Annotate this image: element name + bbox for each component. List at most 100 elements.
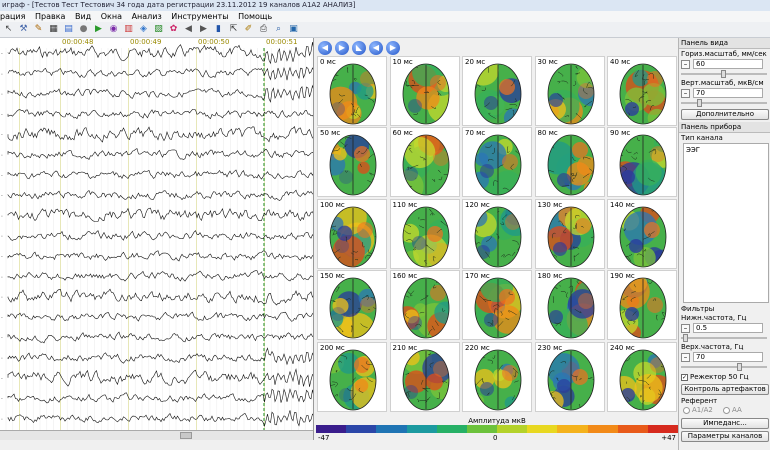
- lowfreq-spinner[interactable]: –0.5: [681, 323, 767, 333]
- more-button[interactable]: Дополнительно: [681, 109, 769, 120]
- ref-aa-radio[interactable]: AA: [723, 406, 742, 414]
- brain-map-16[interactable]: 160 мс: [389, 270, 460, 341]
- brain-map-6[interactable]: 60 мс: [389, 127, 460, 198]
- view-panel-header[interactable]: Панель вида: [679, 38, 770, 49]
- arrow-icon[interactable]: ↖: [4, 24, 13, 34]
- map-nav-button[interactable]: ▶: [386, 41, 400, 55]
- menu-registration[interactable]: рация: [0, 12, 26, 21]
- brain-map-17[interactable]: 170 мс: [462, 270, 532, 341]
- brain-map-8[interactable]: 80 мс: [534, 127, 605, 198]
- brain-icon[interactable]: ✿: [169, 24, 178, 34]
- play-icon[interactable]: ▶: [95, 24, 102, 34]
- hscale-input[interactable]: 60: [693, 59, 763, 69]
- notch-filter-checkbox[interactable]: ✓ Режектор 50 Гц: [681, 373, 749, 381]
- brain-map-22[interactable]: 220 мс: [462, 341, 532, 412]
- spectrum-icon[interactable]: ▥: [124, 24, 133, 34]
- map-nav-button[interactable]: ◀: [318, 41, 332, 55]
- print-icon[interactable]: ⎙: [259, 24, 268, 34]
- highfreq-spinner[interactable]: –70: [681, 352, 767, 362]
- channel-type-item[interactable]: ЭЭГ: [686, 146, 701, 154]
- right-icon[interactable]: ▶: [200, 24, 207, 34]
- map-nav-button[interactable]: ◣: [352, 41, 366, 55]
- montage-icon[interactable]: ▤: [64, 24, 73, 34]
- brain-map-13[interactable]: 130 мс: [534, 198, 605, 269]
- scrollbar-thumb[interactable]: [180, 432, 192, 439]
- slider-knob[interactable]: [683, 334, 688, 342]
- edit-icon[interactable]: ✎: [34, 24, 43, 34]
- lowfreq-slider[interactable]: [681, 334, 767, 342]
- save-icon[interactable]: ▣: [289, 24, 298, 34]
- menu-help[interactable]: Помощь: [238, 12, 273, 21]
- brain-map-12[interactable]: 120 мс: [462, 198, 532, 269]
- hscale-decrement-button[interactable]: –: [681, 59, 690, 69]
- brain-map-7[interactable]: 70 мс: [462, 127, 532, 198]
- record-icon[interactable]: ●: [79, 24, 88, 34]
- brain-map-0[interactable]: 0 мс: [317, 56, 387, 126]
- brain-map-11[interactable]: 110 мс: [389, 198, 460, 269]
- map-time-label: 170 мс: [465, 272, 490, 281]
- brain-map-21[interactable]: 210 мс: [389, 341, 460, 412]
- menu-windows[interactable]: Окна: [100, 12, 123, 21]
- marker-icon[interactable]: ◉: [109, 24, 118, 34]
- lowfreq-decrement-button[interactable]: –: [681, 323, 690, 333]
- brain-map-3[interactable]: 30 мс: [534, 56, 605, 126]
- vscale-decrement-button[interactable]: –: [681, 88, 690, 98]
- brain-map-9[interactable]: 90 мс: [607, 127, 677, 198]
- checkbox-box[interactable]: ✓: [681, 373, 688, 381]
- hscale-spinner[interactable]: –60: [681, 59, 767, 69]
- highfreq-slider[interactable]: [681, 363, 767, 371]
- brain-map-1[interactable]: 10 мс: [389, 56, 460, 126]
- menu-view[interactable]: Вид: [74, 12, 92, 21]
- brain-map-23[interactable]: 230 мс: [534, 341, 605, 412]
- brain-map-4[interactable]: 40 мс: [607, 56, 677, 126]
- artifact-control-button[interactable]: Контроль артефактов: [681, 384, 769, 395]
- menu-tools[interactable]: Инструменты: [171, 12, 229, 21]
- cursor-icon[interactable]: ⇱: [229, 24, 238, 34]
- highfreq-decrement-button[interactable]: –: [681, 352, 690, 362]
- chart-icon[interactable]: ▨: [154, 24, 163, 34]
- map-time-label: 40 мс: [610, 58, 631, 66]
- hscale-slider[interactable]: [681, 70, 767, 78]
- brain-map-10[interactable]: 100 мс: [317, 198, 387, 269]
- map-nav-button[interactable]: ▶: [335, 41, 349, 55]
- tools-icon[interactable]: ⚒: [19, 24, 28, 34]
- slider-knob[interactable]: [721, 70, 726, 78]
- colorbar-segment: [587, 425, 618, 433]
- vscale-input[interactable]: 70: [693, 88, 763, 98]
- brain-map-image: [619, 277, 667, 339]
- brain-map-2[interactable]: 20 мс: [462, 56, 532, 126]
- slider-knob[interactable]: [697, 99, 702, 107]
- map-nav-button[interactable]: ◀: [369, 41, 383, 55]
- map-icon[interactable]: ◈: [140, 24, 147, 34]
- menu-edit[interactable]: Правка: [34, 12, 66, 21]
- brain-map-14[interactable]: 140 мс: [607, 198, 677, 269]
- brain-map-24[interactable]: 240 мс: [607, 341, 677, 412]
- brain-map-18[interactable]: 180 мс: [534, 270, 605, 341]
- impedance-button[interactable]: Импеданс...: [681, 418, 769, 429]
- brain-map-20[interactable]: 200 мс: [317, 341, 387, 412]
- channel-type-list[interactable]: ЭЭГ: [683, 143, 769, 303]
- highfreq-input[interactable]: 70: [693, 352, 763, 362]
- left-icon[interactable]: ◀: [185, 24, 192, 34]
- vscale-slider[interactable]: [681, 99, 767, 107]
- brain-map-image: [329, 134, 377, 196]
- brain-map-image: [474, 134, 522, 196]
- brain-map-19[interactable]: 190 мс: [607, 270, 677, 341]
- brain-map-15[interactable]: 150 мс: [317, 270, 387, 341]
- ref-a1a2-radio[interactable]: A1/A2: [683, 406, 713, 414]
- channel-params-button[interactable]: Параметры каналов: [681, 431, 769, 442]
- zoom-icon[interactable]: ⌕: [275, 24, 282, 34]
- lowfreq-input[interactable]: 0.5: [693, 323, 763, 333]
- pen-icon[interactable]: ✐: [244, 24, 253, 34]
- stats-icon[interactable]: ▮: [216, 24, 221, 34]
- eeg-horizontal-scrollbar[interactable]: [0, 430, 313, 440]
- vscale-spinner[interactable]: –70: [681, 88, 767, 98]
- grid-icon[interactable]: ▦: [49, 24, 58, 34]
- slider-knob[interactable]: [737, 363, 742, 371]
- svg-text:·: ·: [1, 213, 3, 220]
- device-panel-header[interactable]: Панель прибора: [679, 122, 770, 133]
- brain-map-5[interactable]: 50 мс: [317, 127, 387, 198]
- menu-analysis[interactable]: Анализ: [131, 12, 162, 21]
- colorbar-title: Амплитуда мкВ: [468, 417, 526, 425]
- eeg-trace-view[interactable]: 00:00:48 00:00:49 00:00:50 00:00:51 · · · ·…: [0, 38, 314, 440]
